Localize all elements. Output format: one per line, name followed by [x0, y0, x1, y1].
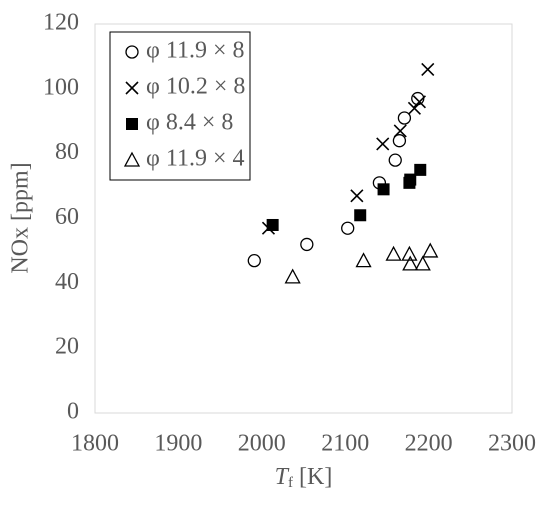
marker-cross: [350, 189, 364, 203]
marker-square: [354, 209, 367, 222]
y-axis-label: NOx [ppm]: [8, 162, 34, 273]
marker-triangle: [284, 268, 301, 284]
y-tick-label: 80: [55, 139, 79, 165]
marker-square: [126, 118, 138, 130]
y-tick-label: 20: [55, 334, 79, 360]
marker-cross: [421, 62, 435, 76]
x-tick-label: 2200: [405, 431, 453, 457]
x-axis-label: Tf [K]: [275, 464, 333, 492]
y-tick-label: 120: [43, 10, 79, 36]
y-tick-label: 40: [55, 269, 79, 295]
marker-triangle: [402, 255, 419, 271]
marker-cross: [376, 137, 390, 151]
plot-frame: [94, 23, 513, 414]
legend-label: φ 10.2 × 8: [146, 74, 245, 100]
marker-cross: [393, 124, 407, 138]
marker-circle: [388, 153, 402, 167]
marker-square: [414, 163, 427, 176]
marker-square: [377, 183, 390, 196]
marker-square: [266, 218, 279, 231]
marker-circle: [397, 111, 412, 125]
marker-cross: [407, 101, 421, 115]
y-tick-label: 60: [55, 204, 79, 230]
legend-label: φ 8.4 × 8: [146, 110, 233, 136]
marker-circle: [247, 253, 261, 268]
x-label-subscript: f: [288, 475, 293, 491]
y-tick-label: 100: [43, 74, 79, 100]
x-tick-label: 1900: [154, 431, 202, 457]
x-label-unit: [K]: [293, 464, 332, 490]
marker-square: [404, 173, 417, 186]
x-label-symbol: T: [275, 464, 290, 490]
x-tick-label: 2100: [321, 431, 369, 457]
x-tick-label: 2000: [238, 431, 286, 457]
marker-triangle: [422, 242, 439, 258]
marker-circle: [341, 221, 355, 235]
marker-cross: [125, 81, 139, 95]
marker-triangle: [355, 252, 372, 268]
legend-label: φ 11.9 × 8: [146, 38, 245, 64]
legend-label: φ 11.9 × 4: [146, 146, 245, 172]
y-tick-label: 0: [67, 399, 79, 425]
marker-triangle: [401, 245, 418, 261]
marker-circle: [392, 134, 407, 148]
marker-circle: [300, 237, 314, 252]
x-tick-label: 2300: [488, 431, 536, 457]
x-tick-label: 1800: [71, 431, 119, 457]
marker-triangle: [414, 255, 431, 271]
marker-triangle: [385, 245, 402, 261]
marker-cross: [412, 95, 426, 109]
marker-circle: [125, 45, 139, 59]
marker-triangle: [123, 151, 141, 167]
